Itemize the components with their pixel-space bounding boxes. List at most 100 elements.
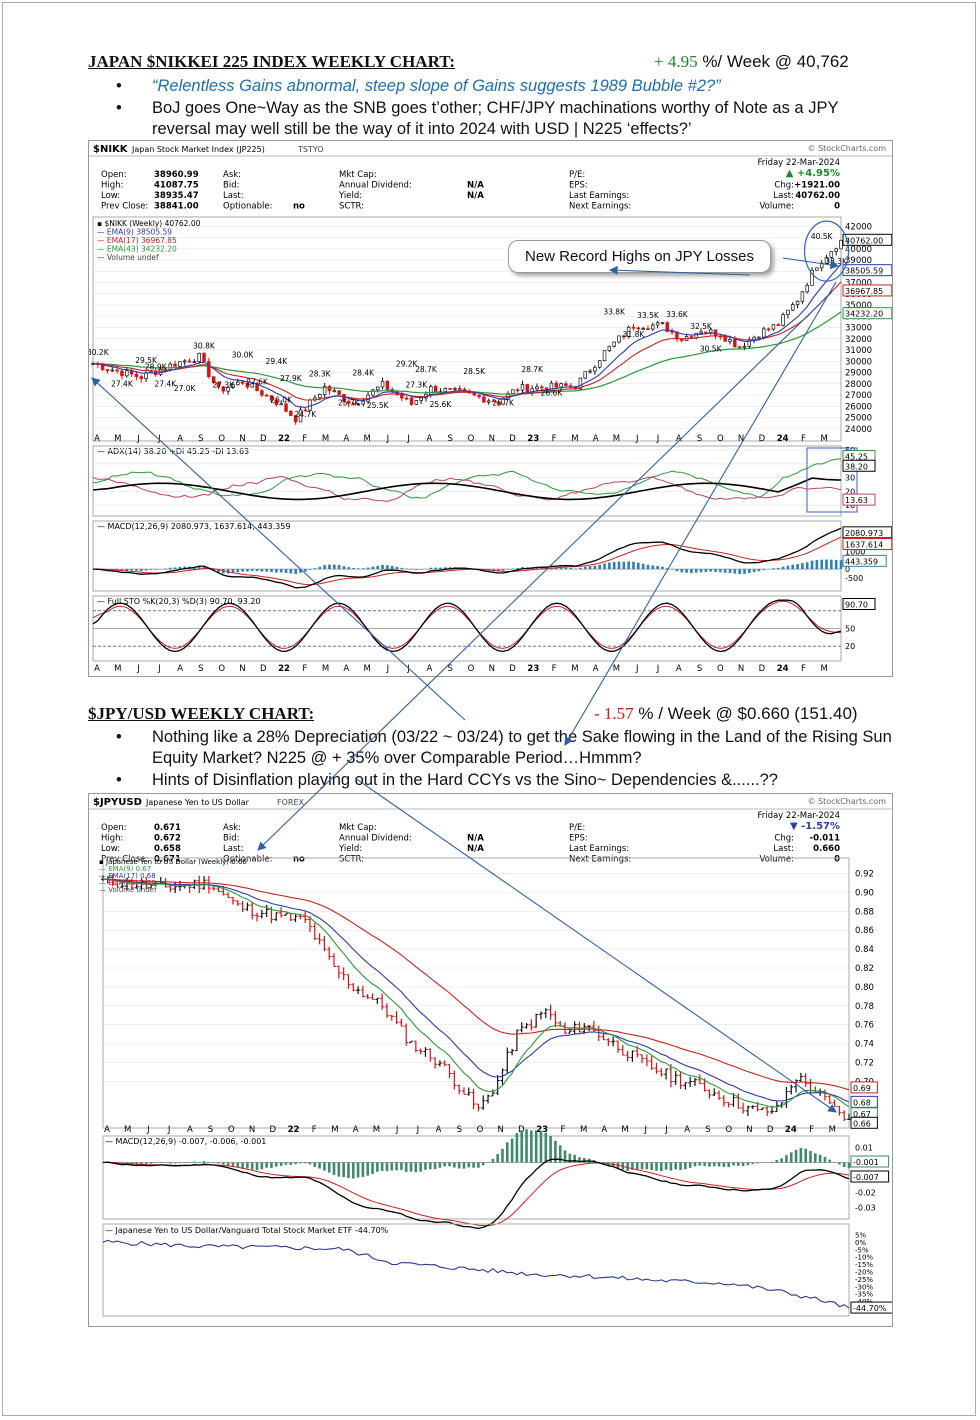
nikkei-peak-label: 27.3K xyxy=(212,381,235,390)
nikkei-lower-month-label: A xyxy=(593,664,599,674)
nikkei-price-tick: 27000 xyxy=(845,391,872,401)
jpy-macd-bar xyxy=(669,1162,673,1171)
jpy-macd-bar xyxy=(246,1162,249,1169)
nikkei-macd-bar xyxy=(357,568,360,570)
nikkei-macd-bar xyxy=(757,569,761,572)
jpy-macd-bar xyxy=(371,1162,374,1175)
jpy-field-0-0: Open: xyxy=(101,823,127,833)
nikkei-macd-bar xyxy=(719,569,722,573)
jpy-macd-bar xyxy=(558,1145,562,1163)
jpy-field-3-1: 0.671 xyxy=(154,855,181,865)
nikkei-peak-label: 26.6K xyxy=(541,389,564,398)
jpy-month-label: S xyxy=(457,1125,462,1135)
jpy-value-tag: 0.68 xyxy=(850,1095,878,1108)
nikkei-macd-bar xyxy=(834,560,838,570)
nikkei-peak-label: 30.8K xyxy=(193,341,216,350)
nikkei-candle-body xyxy=(564,383,568,387)
jpy-field-1-0: High: xyxy=(101,834,123,844)
nikkei-candle-body xyxy=(120,370,124,377)
jpy-macd-bar xyxy=(404,1162,408,1172)
nikkei-plus-di-line xyxy=(92,458,842,499)
nikkei-legend: ▪ $NIKK (Weekly) 40762.00— EMA(9) 38505.… xyxy=(97,219,201,262)
jpy-month-label: A xyxy=(684,1125,690,1135)
jpy-macd-bar xyxy=(833,1161,836,1163)
nikkei-macd-bar xyxy=(839,560,843,570)
nikkei-candle-body xyxy=(757,336,761,339)
nikkei-peak-label: 30.0K xyxy=(232,350,255,359)
jpy-macd-bar xyxy=(703,1162,706,1166)
nikkei-macd-bar xyxy=(318,566,322,570)
jpy-stat-label-3: Volume: xyxy=(760,855,794,865)
nikkei-lower-month-label: S xyxy=(697,664,702,674)
nikkei-macd-bar xyxy=(366,567,370,570)
nikkei-price-tick: 26000 xyxy=(845,402,872,412)
jpy-macd-bar xyxy=(212,1162,215,1163)
nikkei-macd-bar xyxy=(738,569,741,574)
nikkei-macd-bar xyxy=(275,569,278,573)
nikkei-month-label: O xyxy=(468,434,475,444)
jpy-macd-bar xyxy=(520,1130,524,1163)
nikkei-macd-bar xyxy=(381,564,384,570)
nikkei-macd-bar xyxy=(279,569,283,573)
jpy-month-label: O xyxy=(477,1125,484,1135)
jpy-macd-bar xyxy=(712,1162,716,1167)
nikkei-macd-bar xyxy=(656,565,659,570)
jpy-macd-value-tag-text: -0.007 xyxy=(853,1173,879,1182)
nikkei-field-2-0: Low: xyxy=(101,191,120,201)
jpy-month-label: J xyxy=(416,1125,420,1135)
nikkei-adx-tick: 10 xyxy=(845,501,855,510)
nikkei-macd-bar xyxy=(617,561,621,570)
nikkei-macd-value-tag-text: 1637.614 xyxy=(845,541,883,550)
jpy-macd-bar xyxy=(477,1162,480,1168)
jpy-price-grid: 0.92 0.90 0.88 0.86 0.84 0.82 0.80 0.78 0.76 0.74… xyxy=(103,869,874,1087)
nikkei-candle-body xyxy=(380,380,385,388)
jpy-macd-bar xyxy=(563,1150,567,1163)
nikkei-peak-label: 29.4K xyxy=(266,357,289,366)
jpy-month-label: 23 xyxy=(536,1125,548,1135)
jpy-month-label: A xyxy=(104,1125,110,1135)
nikkei-macd-bar xyxy=(139,569,143,572)
jpy-macd-tick: -0.03 xyxy=(855,1204,876,1213)
nikkei-candle-body xyxy=(733,339,737,348)
nikkei-price-tick: 42000 xyxy=(845,222,872,232)
jpy-field-3-3: no xyxy=(293,855,305,865)
jpy-stat-label-2: Last: xyxy=(773,844,794,854)
nikkei-field-3-3: no xyxy=(293,202,305,212)
nikkei-macd-value-tag: 443.359 xyxy=(842,554,887,567)
jpy-price-tick: 0.74 xyxy=(855,1040,874,1050)
nikkei-chart: $NIKK Japan Stock Market Index (JP225) TS… xyxy=(88,140,893,677)
nikkei-perf: + 4.95 %/ Week @ 40,762 xyxy=(654,52,849,72)
nikkei-macd-bar xyxy=(815,559,819,570)
nikkei-macd-line xyxy=(92,527,842,589)
nikkei-macd-bar xyxy=(250,569,254,571)
nikkei-field-3-4: SCTR: xyxy=(339,202,364,212)
nikkei-field-2-5: N/A xyxy=(467,191,484,201)
nikkei-price-tick: 37000 xyxy=(845,279,872,289)
nikkei-macd-bar xyxy=(776,567,780,570)
jpy-macd-bar xyxy=(698,1162,702,1166)
nikkei-macd-bar xyxy=(665,568,669,570)
nikkei-macd-tick: 1000 xyxy=(845,548,865,557)
jpy-macd-bar xyxy=(794,1149,798,1163)
jpy-month-label: M xyxy=(621,1125,628,1135)
nikkei-stat-label-3: Volume: xyxy=(760,202,794,212)
jpy-chart: $JPYUSD Japanese Yen to US Dollar FOREX © … xyxy=(88,793,893,1327)
nikkei-month-label: J xyxy=(157,434,161,444)
nikkei-macd-bar xyxy=(260,569,264,572)
nikkei-macd-label: — MACD(12,26,9) 2080.973, 1637.614, 443.… xyxy=(97,522,290,531)
jpy-macd-bar xyxy=(318,1162,321,1169)
nikkei-macd-bar xyxy=(743,569,746,574)
jpy-bullet-2: • Hints of Disinflation playing out in th… xyxy=(116,771,778,789)
jpy-macd-bar xyxy=(481,1162,485,1166)
jpy-macd-bar xyxy=(419,1162,422,1172)
jpy-field-1-5: N/A xyxy=(467,834,484,844)
jpy-macd-bar xyxy=(356,1162,360,1178)
jpy-macd-bar xyxy=(717,1162,721,1167)
nikkei-candle-body xyxy=(829,251,834,258)
nikkei-stat-value-2: 40762.00 xyxy=(795,191,840,201)
nikkei-price-tick: 33000 xyxy=(845,324,872,334)
nikkei-lower-month-axis: A M J J A S O N D 22 F M A M J J A S O N D 23 F M A M J J A S O N D 24 F M xyxy=(94,664,828,674)
jpy-price-tick: 0.82 xyxy=(855,964,874,974)
nikkei-lower-month-label: J xyxy=(635,664,639,674)
nikkei-macd-bar xyxy=(516,567,519,570)
